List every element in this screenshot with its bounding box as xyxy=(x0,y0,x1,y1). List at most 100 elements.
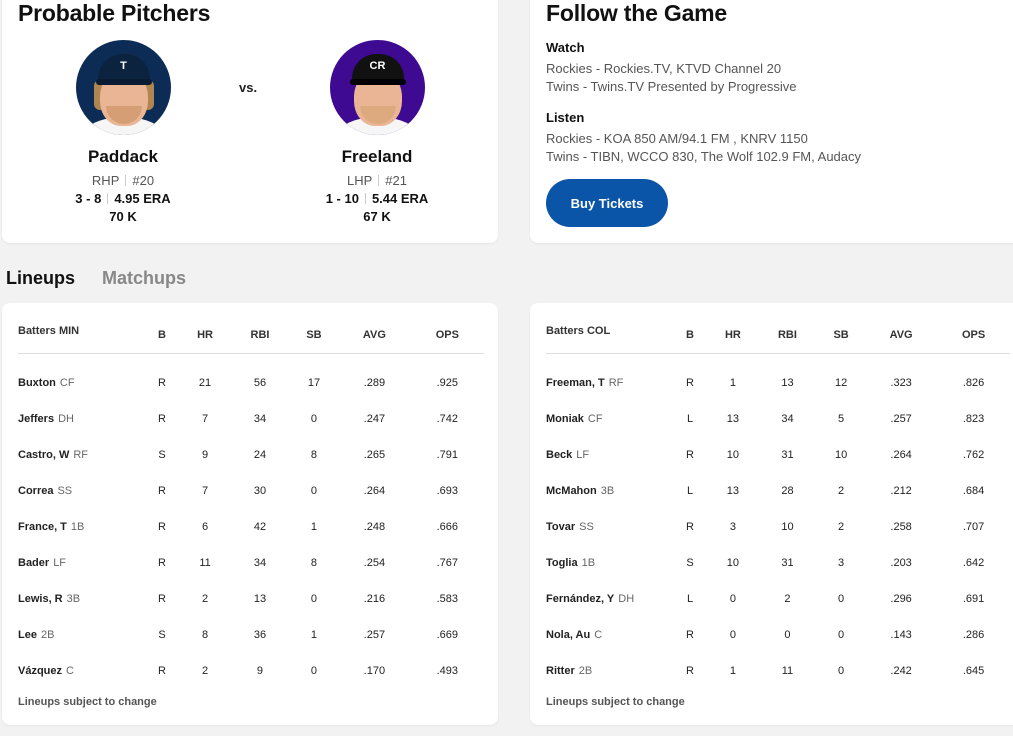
stat-rbi: 9 xyxy=(256,665,264,677)
pitcher-away[interactable]: CR Freeland LHP #21 1 - 10 5.44 ERA 67 K xyxy=(287,40,467,224)
buy-tickets-button[interactable]: Buy Tickets xyxy=(546,179,668,227)
pitcher-away-info: LHP #21 xyxy=(287,173,467,188)
pitcher-away-name[interactable]: Freeland xyxy=(341,147,413,166)
table-row: Jeffers DH R 7 34 0 .247 .742 xyxy=(18,401,484,437)
pitcher-away-throws: LHP xyxy=(347,173,373,188)
batter-name-link[interactable]: Lewis, R xyxy=(18,593,63,605)
stat-avg: .257 xyxy=(890,413,912,425)
batter-cell: Lee 2B xyxy=(18,617,144,653)
batter-name-link[interactable]: Moniak xyxy=(546,413,584,425)
stat-hr: 2 xyxy=(201,665,209,677)
pitcher-home-number: #20 xyxy=(132,173,155,188)
pitcher-home-record: 3 - 8 xyxy=(75,191,102,206)
follow-the-game-title: Follow the Game xyxy=(546,0,728,26)
stat-ops: .823 xyxy=(962,413,985,425)
batter-name-link[interactable]: Castro, W xyxy=(18,449,70,461)
batter-name-link[interactable]: Jeffers xyxy=(18,413,55,425)
col-header-sb: SB xyxy=(817,317,866,354)
stat-sb: 5 xyxy=(838,413,845,425)
stat-ops: .742 xyxy=(436,413,459,425)
stat-rbi: 31 xyxy=(781,557,794,569)
stat-avg: .323 xyxy=(890,377,912,390)
batter-name-link[interactable]: Tovar xyxy=(546,521,576,533)
stat-hr: 7 xyxy=(201,485,209,497)
stat-b: R xyxy=(158,557,166,569)
batter-position: CF xyxy=(59,377,75,390)
stat-ops: .666 xyxy=(436,521,459,533)
batter-name-link[interactable]: Buxton xyxy=(18,377,56,390)
batter-name-link[interactable]: Vázquez xyxy=(18,665,63,677)
pitcher-away-headshot[interactable]: CR xyxy=(329,40,425,135)
batter-position: LF xyxy=(53,557,67,569)
col-header-hr: HR xyxy=(708,317,758,354)
stat-sb: 1 xyxy=(310,521,318,533)
stat-ops: .826 xyxy=(962,377,985,390)
batter-name-link[interactable]: Toglia xyxy=(546,557,578,569)
batters-col-header: Batters COL xyxy=(546,317,672,354)
stat-ops: .762 xyxy=(962,449,985,461)
batter-cell: Nola, Au C xyxy=(546,617,672,653)
pitcher-home-throws: RHP xyxy=(91,173,120,188)
batter-name-link[interactable]: McMahon xyxy=(546,485,597,497)
pitcher-away-era: 5.44 ERA xyxy=(371,191,429,206)
stat-sb: 0 xyxy=(838,593,845,605)
col-header-avg: AVG xyxy=(865,317,938,354)
batter-position: LF xyxy=(576,449,590,461)
batter-name-link[interactable]: Nola, Au xyxy=(546,629,591,641)
stat-sb: 0 xyxy=(310,413,318,425)
stat-b: R xyxy=(686,629,694,641)
tab-matchups[interactable]: Matchups xyxy=(102,268,187,288)
lineups-note-min: Lineups subject to change xyxy=(18,696,157,708)
stat-b: L xyxy=(686,593,694,605)
pitcher-home-headshot[interactable]: T xyxy=(75,40,171,135)
batter-name-link[interactable]: Lee xyxy=(18,629,37,641)
stat-sb: 17 xyxy=(307,377,321,390)
table-row: Correa SS R 7 30 0 .264 .693 xyxy=(18,473,484,509)
stat-avg: .289 xyxy=(363,377,386,390)
batter-cell: Bader LF xyxy=(18,545,144,581)
batter-position: C xyxy=(66,665,74,677)
stat-avg: .248 xyxy=(363,521,386,533)
col-header-ops: OPS xyxy=(410,317,484,354)
stat-b: R xyxy=(686,521,694,533)
stat-b: R xyxy=(158,485,166,497)
table-row: France, T 1B R 6 42 1 .248 .666 xyxy=(18,509,484,545)
col-header-b: B xyxy=(144,317,180,354)
batter-name-link[interactable]: Ritter xyxy=(546,665,575,677)
stat-sb: 2 xyxy=(838,521,845,533)
stat-avg: .242 xyxy=(890,665,912,677)
stat-rbi: 31 xyxy=(781,449,794,461)
stat-rbi: 34 xyxy=(781,413,794,425)
stat-rbi: 30 xyxy=(253,485,267,497)
stat-ops: .791 xyxy=(436,449,459,461)
pitcher-away-number: #21 xyxy=(385,173,407,188)
batter-name-link[interactable]: Fernández, Y xyxy=(546,593,615,605)
stat-avg: .254 xyxy=(363,557,386,569)
batter-position: 2B xyxy=(40,629,55,641)
stat-avg: .212 xyxy=(890,485,912,497)
pitcher-home-info: RHP #20 xyxy=(33,173,213,188)
batter-position: DH xyxy=(618,593,635,605)
pitcher-home[interactable]: T Paddack RHP #20 3 - 8 4.95 ERA 70 K xyxy=(33,40,213,224)
stat-avg: .257 xyxy=(363,629,386,641)
stat-avg: .265 xyxy=(363,449,386,461)
lineup-table-col: Batters COL B HR RBI SB AVG OPS Freeman,… xyxy=(546,317,1010,689)
stat-b: L xyxy=(686,413,694,425)
stat-b: S xyxy=(158,449,166,461)
batter-name-link[interactable]: Bader xyxy=(18,557,50,569)
batter-name-link[interactable]: Freeman, T xyxy=(546,377,605,390)
batter-name-link[interactable]: Correa xyxy=(18,485,54,497)
table-row: Ritter 2B R 1 11 0.242.645 xyxy=(546,653,1010,689)
pitcher-away-stats: 1 - 10 5.44 ERA xyxy=(287,191,467,206)
tab-lineups[interactable]: Lineups xyxy=(6,268,76,288)
pitcher-home-name[interactable]: Paddack xyxy=(88,147,158,166)
stat-hr: 9 xyxy=(201,449,209,461)
lineup-table-min: Batters MIN B HR RBI SB AVG OPS Buxton CF… xyxy=(18,317,484,689)
batter-name-link[interactable]: Beck xyxy=(546,449,573,461)
stat-hr: 13 xyxy=(726,485,740,497)
batter-name-link[interactable]: France, T xyxy=(18,521,67,533)
stat-hr: 7 xyxy=(201,413,209,425)
stat-rbi: 42 xyxy=(253,521,267,533)
batter-cell: France, T 1B xyxy=(18,509,144,545)
stat-hr: 1 xyxy=(729,665,736,677)
